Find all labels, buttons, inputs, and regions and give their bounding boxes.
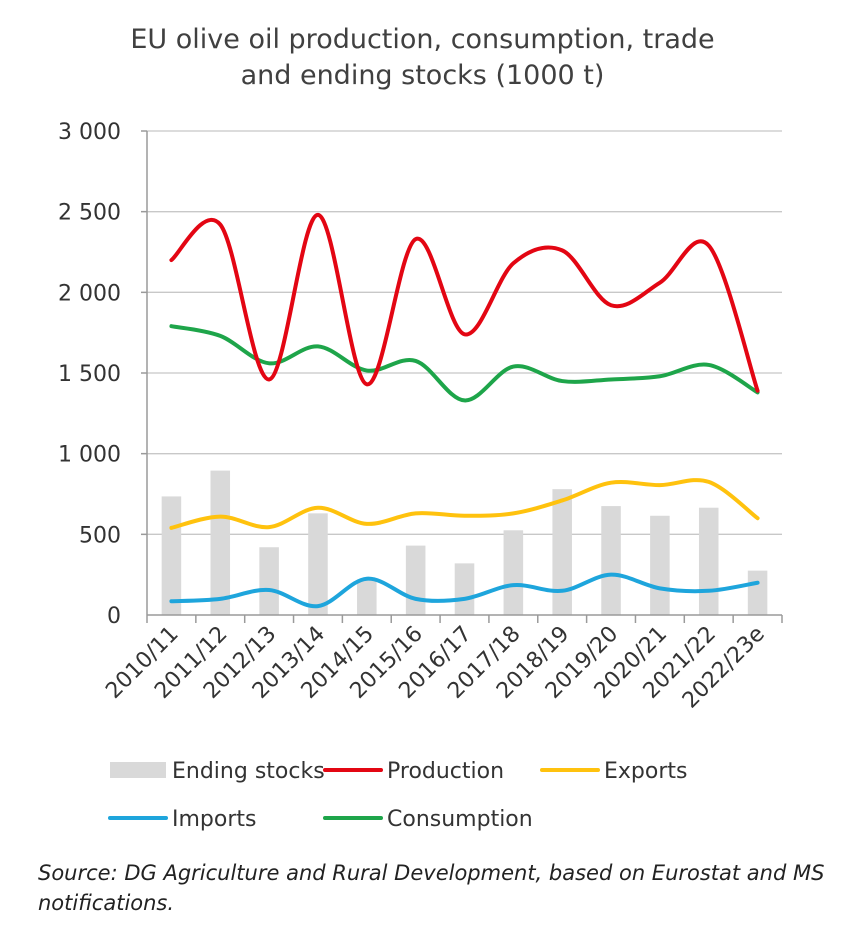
legend-item-imports: Imports bbox=[108, 807, 256, 832]
legend-label: Consumption bbox=[387, 807, 533, 832]
bar-ending-stocks bbox=[405, 545, 426, 615]
chart-title: EU olive oil production, consumption, tr… bbox=[0, 22, 845, 94]
bar-ending-stocks bbox=[747, 570, 768, 615]
legend-item-consumption: Consumption bbox=[323, 807, 533, 832]
bar-ending-stocks bbox=[650, 515, 670, 615]
bar-ending-stocks bbox=[454, 563, 475, 615]
bar-ending-stocks bbox=[308, 513, 328, 615]
series-production bbox=[169, 212, 760, 393]
ending-stocks-bars bbox=[161, 470, 768, 615]
legend-item-exports: Exports bbox=[540, 759, 687, 784]
series-imports bbox=[169, 572, 760, 609]
chart-title-line-2: and ending stocks (1000 t) bbox=[240, 60, 605, 91]
legend-item-production: Production bbox=[323, 759, 504, 784]
series-lines bbox=[169, 212, 760, 609]
y-tick-label: 500 bbox=[79, 523, 121, 548]
y-tick-label: 1 000 bbox=[58, 443, 121, 468]
bar-ending-stocks bbox=[503, 530, 524, 615]
bar-ending-stocks bbox=[210, 470, 231, 615]
legend-item-ending-stocks: Ending stocks bbox=[110, 759, 325, 784]
y-axis-tick-labels: 0 500 1 000 1 500 2 000 2 500 3 000 bbox=[58, 120, 121, 629]
bar-ending-stocks bbox=[698, 507, 719, 615]
bar-ending-stocks bbox=[552, 489, 572, 615]
legend-label: Imports bbox=[172, 807, 256, 832]
line-production bbox=[169, 212, 760, 393]
x-axis-tick-labels: 2010/112011/122012/132013/142014/152015/… bbox=[101, 622, 769, 714]
legend: Ending stocks Production Exports Imports Con… bbox=[108, 759, 687, 832]
bar-ending-stocks bbox=[259, 547, 279, 615]
y-tick-label: 1 500 bbox=[58, 362, 121, 387]
chart-title-line-1: EU olive oil production, consumption, tr… bbox=[130, 24, 715, 55]
legend-label: Ending stocks bbox=[172, 759, 325, 784]
bar-ending-stocks bbox=[161, 496, 182, 615]
source-note: Source: DG Agriculture and Rural Develop… bbox=[38, 861, 825, 915]
y-tick-label: 3 000 bbox=[58, 120, 121, 145]
y-tick-label: 0 bbox=[107, 604, 121, 629]
y-tick-label: 2 000 bbox=[58, 281, 121, 306]
axes bbox=[141, 130, 783, 623]
y-tick-label: 2 500 bbox=[58, 201, 121, 226]
bar-ending-stocks bbox=[357, 579, 377, 615]
legend-swatch bbox=[110, 762, 166, 778]
legend-label: Exports bbox=[604, 759, 687, 784]
bar-ending-stocks bbox=[601, 506, 621, 615]
legend-label: Production bbox=[387, 759, 504, 784]
series-exports bbox=[169, 478, 760, 530]
